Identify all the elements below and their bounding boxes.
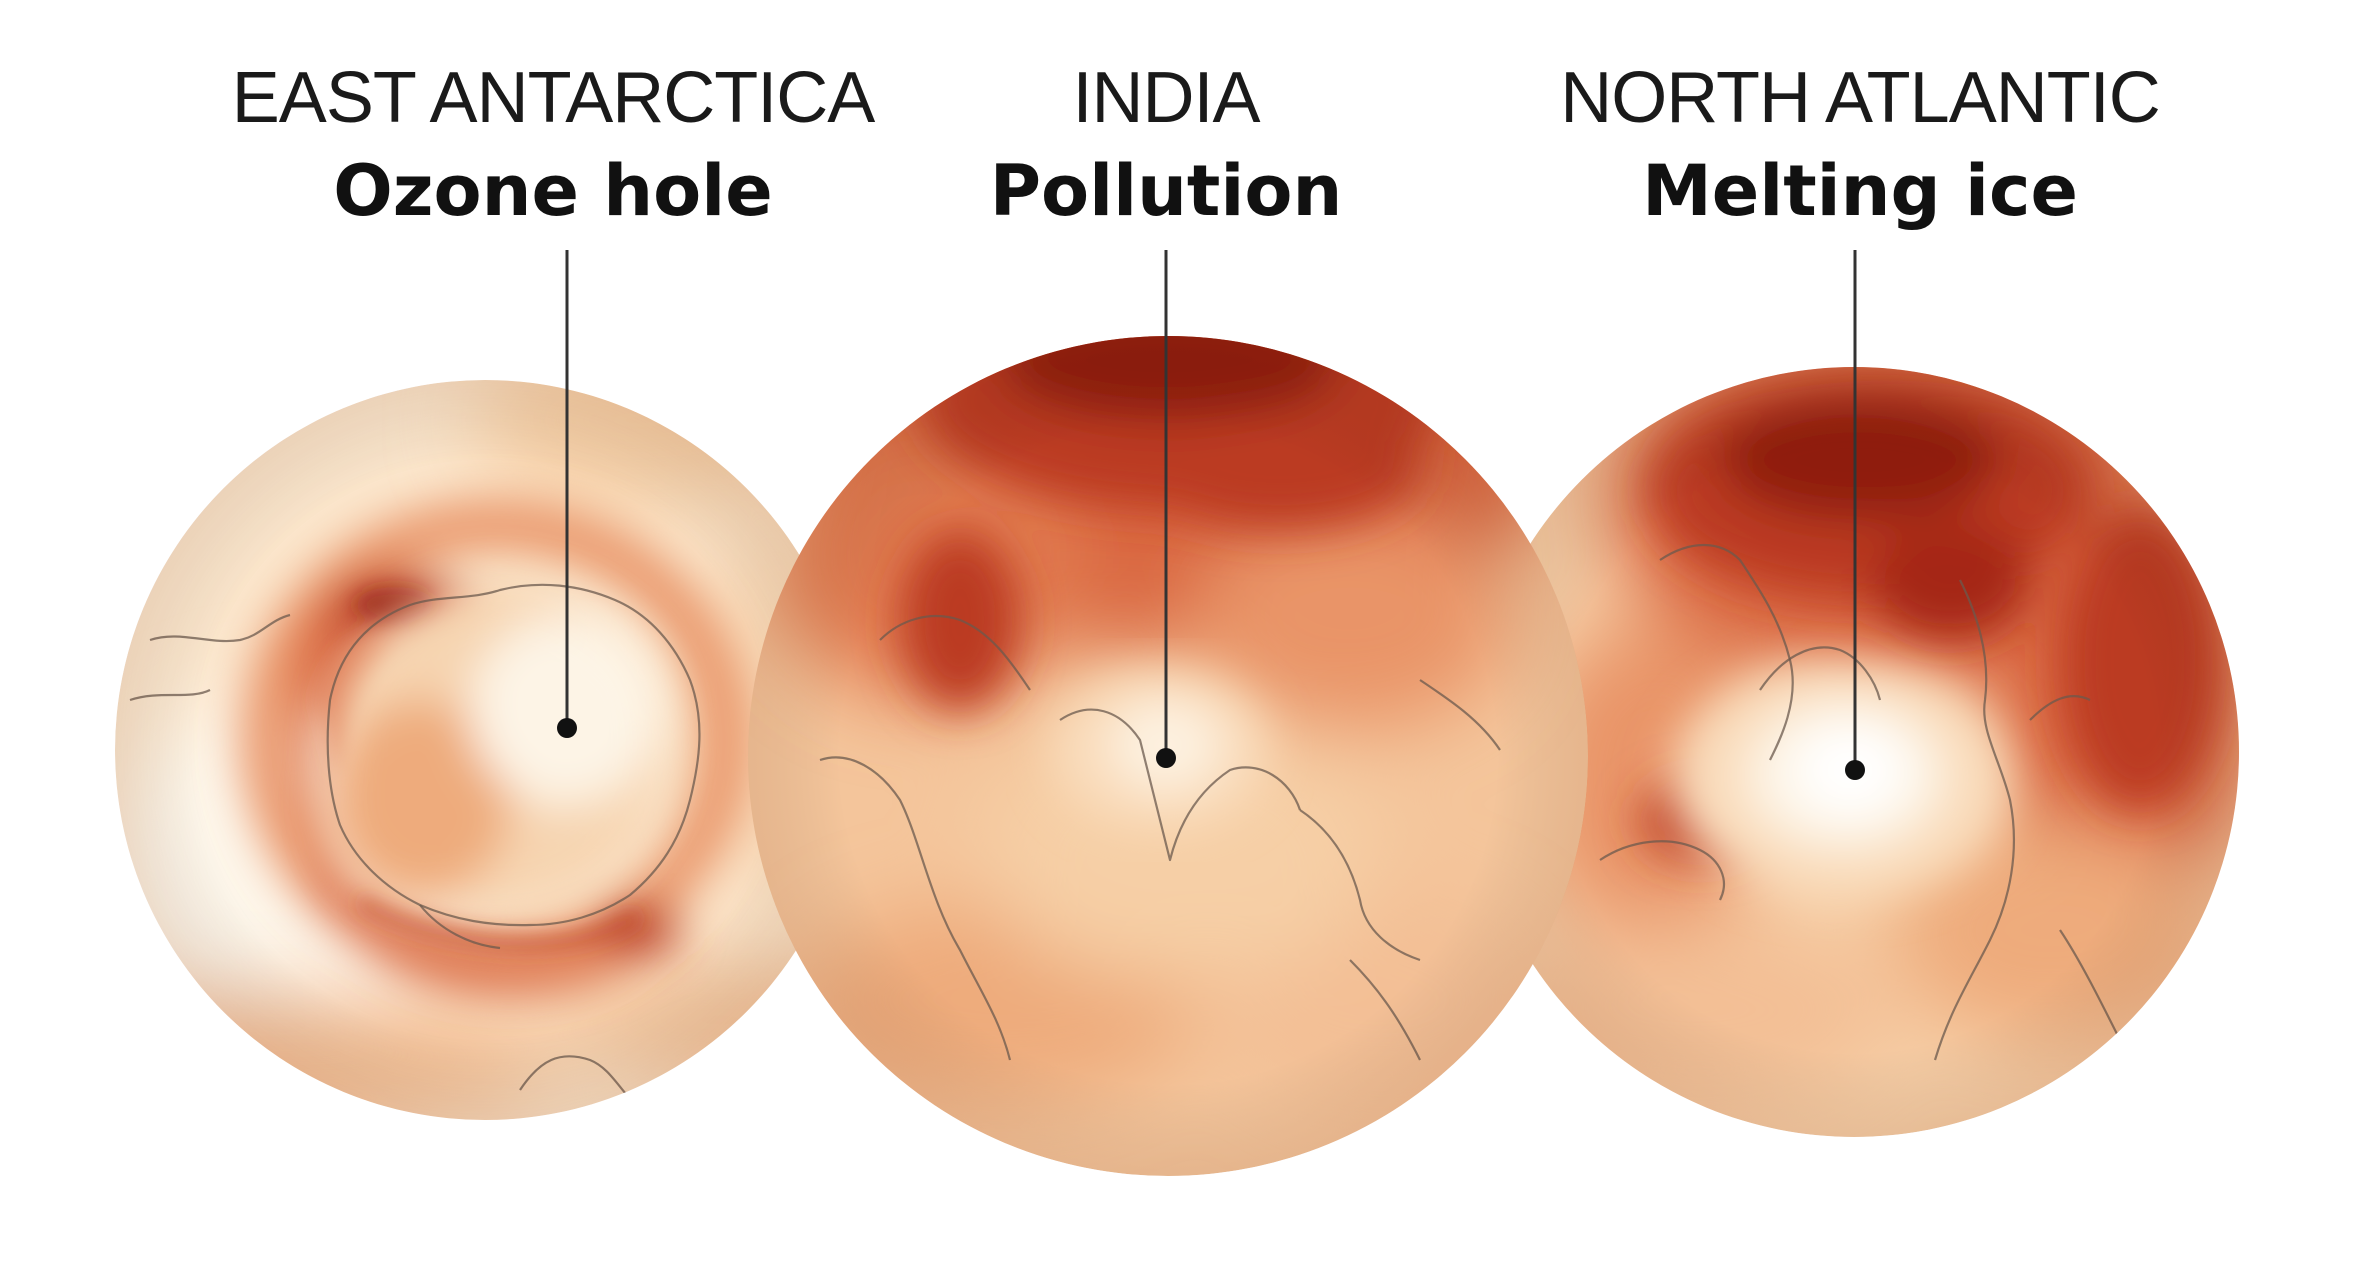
label-north-atlantic: NORTH ATLANTIC Melting ice: [1560, 58, 2161, 780]
label-india: INDIA Pollution: [990, 58, 1343, 768]
location-marker: [557, 718, 577, 738]
label-east-antarctica: EAST ANTARCTICA Ozone hole: [232, 58, 876, 738]
location-marker: [1845, 760, 1865, 780]
topic-label: Melting ice: [1642, 150, 2078, 232]
region-label: EAST ANTARCTICA: [232, 58, 875, 138]
location-marker: [1156, 748, 1176, 768]
topic-label: Pollution: [990, 150, 1343, 232]
region-label: INDIA: [1072, 58, 1260, 138]
region-label: NORTH ATLANTIC: [1560, 58, 2159, 138]
topic-label: Ozone hole: [333, 150, 772, 232]
globe-east-antarctica: [115, 380, 855, 1120]
globe-india: [748, 336, 1588, 1176]
